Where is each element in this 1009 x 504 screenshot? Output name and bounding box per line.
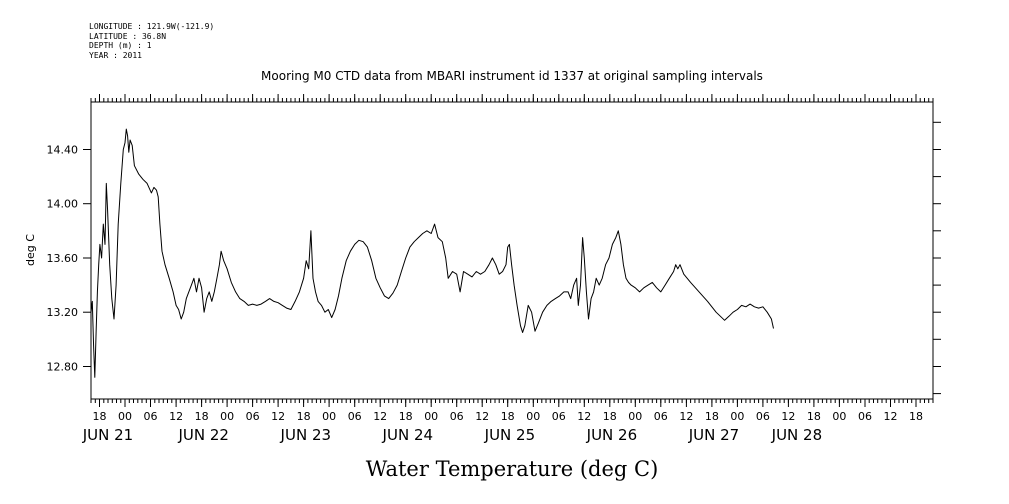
x-tick-label: 12 (884, 410, 898, 423)
x-tick-label: 18 (195, 410, 209, 423)
y-axis-label: deg C (24, 234, 37, 266)
x-tick-label: 06 (756, 410, 770, 423)
x-tick-label: 00 (628, 410, 642, 423)
x-tick-label: 18 (603, 410, 617, 423)
y-tick-label: 13.60 (47, 252, 79, 265)
x-day-label: JUN 24 (382, 426, 433, 444)
metadata-block: LONGITUDE : 121.9W(-121.9) LATITUDE : 36… (89, 22, 214, 60)
chart-title: Mooring M0 CTD data from MBARI instrumen… (261, 69, 763, 83)
x-tick-label: 06 (552, 410, 566, 423)
x-day-label: JUN 21 (82, 426, 133, 444)
x-day-label: JUN 27 (688, 426, 739, 444)
x-axis: 18 00 06 12 18 00 06 12 18 00 06 12 18 00 06 12 18 00 06 12… (82, 94, 923, 444)
x-tick-label: 06 (858, 410, 872, 423)
x-tick-label: 12 (781, 410, 795, 423)
x-tick-label: 12 (577, 410, 591, 423)
x-tick-label: 00 (220, 410, 234, 423)
series-line-water-temperature (90, 128, 774, 378)
y-tick-label: 14.00 (47, 198, 79, 211)
x-day-label: JUN 26 (586, 426, 637, 444)
x-tick-label: 00 (424, 410, 438, 423)
x-tick-label: 12 (169, 410, 183, 423)
x-tick-label: 00 (730, 410, 744, 423)
y-tick-label: 14.40 (47, 144, 79, 157)
x-day-label: JUN 23 (280, 426, 331, 444)
longitude-label: LONGITUDE : 121.9W(-121.9) (89, 22, 215, 31)
x-day-label: JUN 22 (177, 426, 228, 444)
x-tick-label: 12 (373, 410, 387, 423)
x-tick-label: 18 (705, 410, 719, 423)
x-tick-label: 18 (909, 410, 923, 423)
x-tick-label: 00 (118, 410, 132, 423)
plot-frame (90, 101, 934, 400)
latitude-label: LATITUDE : 36.8N (89, 31, 167, 41)
x-tick-label: 18 (501, 410, 515, 423)
x-tick-label: 06 (654, 410, 668, 423)
x-tick-label: 06 (246, 410, 260, 423)
x-tick-label: 12 (475, 410, 489, 423)
x-tick-label: 18 (297, 410, 311, 423)
depth-label: DEPTH (m) : 1 (89, 41, 152, 50)
x-tick-label: 00 (832, 410, 846, 423)
x-tick-label: 06 (144, 410, 158, 423)
x-axis-label: Water Temperature (deg C) (366, 457, 659, 481)
year-label: YEAR : 2011 (89, 50, 142, 60)
x-day-label: JUN 25 (484, 426, 535, 444)
y-tick-label: 12.80 (47, 361, 79, 374)
x-tick-label: 06 (450, 410, 464, 423)
x-tick-label: 00 (526, 410, 540, 423)
x-tick-label: 18 (807, 410, 821, 423)
x-tick-label: 00 (322, 410, 336, 423)
x-tick-label: 06 (348, 410, 362, 423)
minor-ticks (90, 98, 934, 403)
y-tick-label: 13.20 (47, 306, 79, 319)
x-tick-label: 18 (93, 410, 107, 423)
x-day-label: JUN 28 (771, 426, 822, 444)
x-tick-label: 12 (679, 410, 693, 423)
x-tick-label: 18 (399, 410, 413, 423)
y-axis: 12.80 13.20 13.60 14.00 14.40 (47, 121, 941, 395)
x-tick-label: 12 (271, 410, 285, 423)
